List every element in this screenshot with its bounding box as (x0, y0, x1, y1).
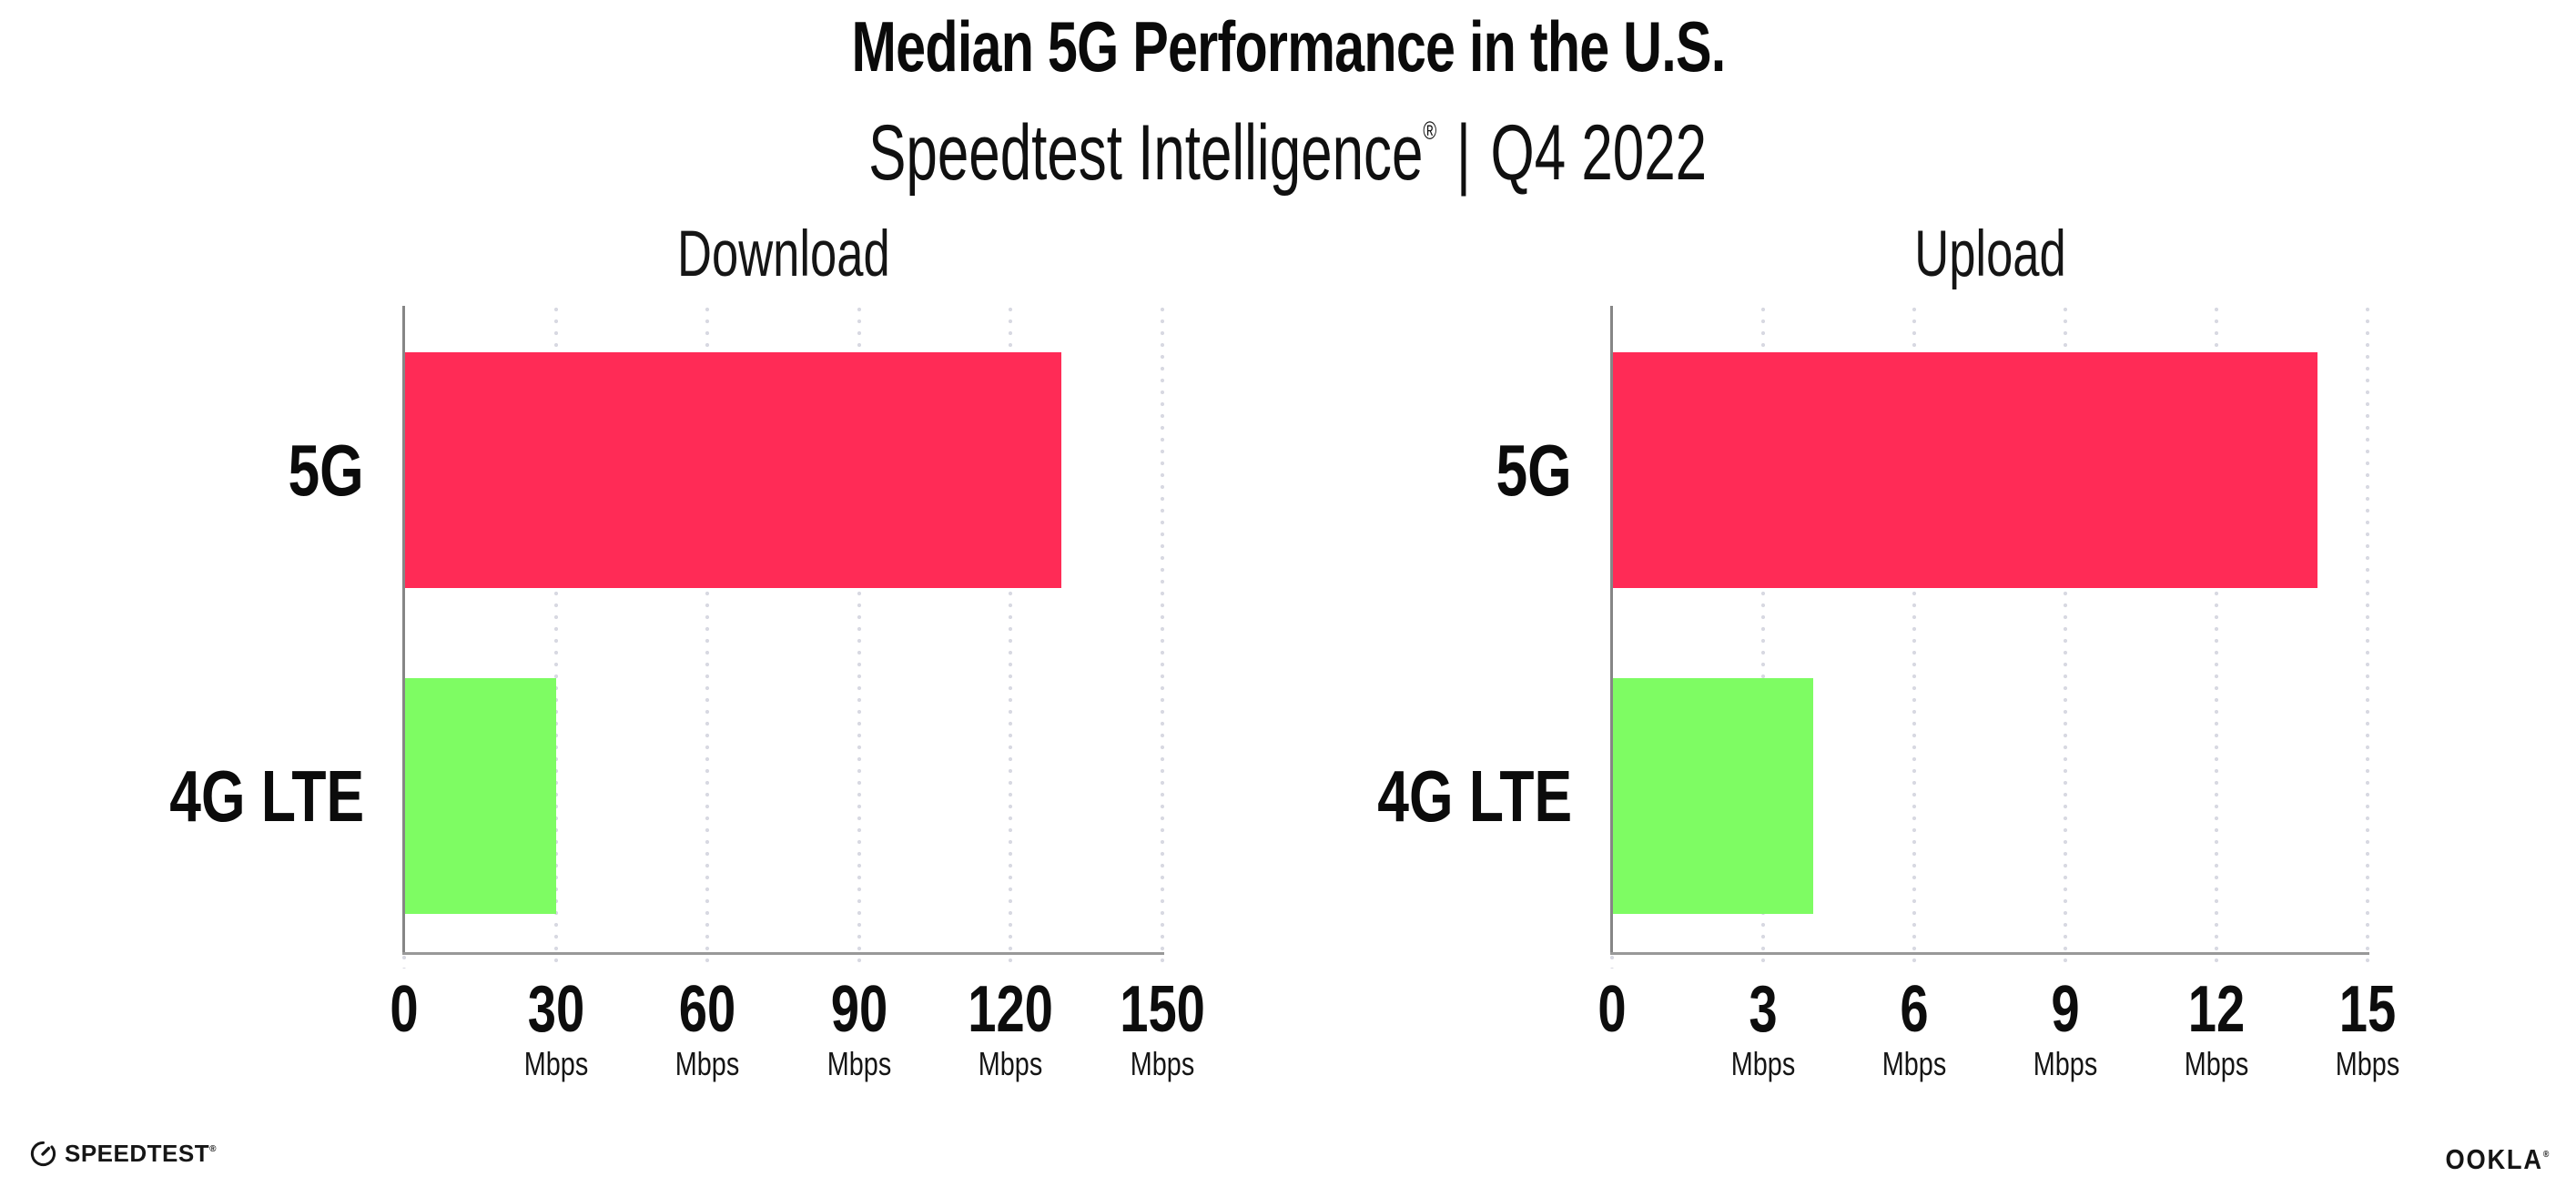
category-label-4g-lte: 4G LTE (1323, 755, 1572, 837)
ookla-registered-icon: ® (2542, 1150, 2549, 1160)
x-tick-value: 9 (2051, 973, 2080, 1046)
x-tick-value: 12 (2187, 973, 2246, 1046)
speedtest-registered-icon: ® (209, 1144, 217, 1154)
category-label-5g: 5G (1475, 429, 1572, 511)
x-tick-unit-text: Mbps (523, 1045, 588, 1082)
gridline-6 (1912, 306, 1916, 969)
download-panel-title-text: Download (676, 218, 890, 290)
x-tick-value: 120 (968, 973, 1054, 1046)
x-tick-label-0: 0 (1512, 975, 1712, 1044)
gridline-90 (857, 306, 861, 969)
gridline-60 (705, 306, 710, 969)
download-panel-title: Download (404, 218, 1162, 291)
x-axis-line (402, 952, 1164, 955)
x-tick-unit-text: Mbps (2184, 1045, 2249, 1082)
x-tick-value: 0 (1597, 973, 1627, 1046)
category-label-5g: 5G (267, 429, 364, 511)
page-title: Median 5G Performance in the U.S. (851, 6, 1726, 86)
gridline-9 (2064, 306, 2067, 969)
x-tick-label-30: 30 (456, 975, 656, 1044)
x-tick-label-0: 0 (304, 975, 504, 1044)
x-tick-unit-text: Mbps (674, 1045, 740, 1082)
x-tick-unit-15: Mbps (2267, 1046, 2468, 1082)
x-tick-unit-3: Mbps (1663, 1046, 1863, 1082)
x-tick-value: 150 (1120, 973, 1205, 1046)
x-tick-unit-text: Mbps (1730, 1045, 1796, 1082)
y-axis-line (402, 306, 405, 954)
x-tick-value: 15 (2338, 973, 2397, 1046)
y-axis-line (1610, 306, 1613, 954)
subtitle-brand: Speedtest Intelligence (868, 109, 1424, 197)
x-tick-label-3: 3 (1663, 975, 1863, 1044)
x-tick-label-6: 6 (1814, 975, 2014, 1044)
x-tick-unit-90: Mbps (759, 1046, 959, 1082)
upload-panel-title-text: Upload (1913, 218, 2066, 290)
axis-tick-0 (402, 954, 406, 969)
subtitle-separator: | (1456, 109, 1472, 197)
speedtest-wordmark: SPEEDTEST® (65, 1140, 216, 1168)
upload-panel-title: Upload (1612, 218, 2368, 291)
gridline-120 (1009, 306, 1013, 969)
ookla-wordmark-text: OOKLA (2445, 1143, 2543, 1175)
x-tick-label-60: 60 (607, 975, 807, 1044)
bar-5g (1612, 352, 2317, 588)
axis-tick-0 (1610, 954, 1614, 969)
x-tick-value: 30 (527, 973, 584, 1046)
x-tick-label-120: 120 (910, 975, 1111, 1044)
speedtest-wordmark-text: SPEEDTEST (65, 1140, 210, 1167)
x-tick-value: 90 (830, 973, 888, 1046)
x-tick-value: 0 (390, 973, 419, 1046)
x-tick-unit-text: Mbps (2335, 1045, 2400, 1082)
x-tick-label-12: 12 (2116, 975, 2317, 1044)
x-tick-unit-text: Mbps (979, 1045, 1043, 1082)
x-tick-unit-150: Mbps (1062, 1046, 1263, 1082)
ookla-logo: OOKLA® (2431, 1143, 2549, 1176)
speedtest-gauge-icon (30, 1141, 56, 1167)
speedtest-logo: SPEEDTEST® (30, 1140, 216, 1168)
registered-mark-icon: ® (1423, 117, 1437, 145)
gridline-150 (1161, 306, 1164, 969)
category-label-4g-lte: 4G LTE (115, 755, 364, 837)
subtitle-period: Q4 2022 (1490, 109, 1708, 197)
x-tick-label-150: 150 (1062, 975, 1263, 1044)
x-tick-label-15: 15 (2267, 975, 2468, 1044)
x-tick-unit-30: Mbps (456, 1046, 656, 1082)
category-label-text: 5G (1496, 429, 1572, 511)
category-label-text: 4G LTE (169, 755, 364, 837)
x-tick-value: 6 (1900, 973, 1929, 1046)
x-tick-unit-9: Mbps (1965, 1046, 2165, 1082)
x-tick-unit-text: Mbps (1130, 1045, 1195, 1082)
x-axis-line (1610, 952, 2369, 955)
gridline-3 (1761, 306, 1765, 969)
x-tick-label-90: 90 (759, 975, 959, 1044)
header: Median 5G Performance in the U.S. (0, 7, 2576, 86)
gridline-30 (553, 306, 558, 969)
subtitle: Speedtest Intelligence® | Q4 2022 (0, 87, 2576, 197)
x-tick-unit-12: Mbps (2116, 1046, 2317, 1082)
bar-5g (404, 352, 1061, 588)
x-tick-value: 3 (1749, 973, 1778, 1046)
x-tick-unit-text: Mbps (827, 1045, 892, 1082)
gridline-12 (2215, 306, 2218, 969)
x-tick-unit-120: Mbps (910, 1046, 1111, 1082)
x-tick-value: 60 (678, 973, 736, 1046)
bar-4g-lte (404, 678, 556, 914)
category-label-text: 5G (288, 429, 364, 511)
x-tick-unit-6: Mbps (1814, 1046, 2014, 1082)
category-label-text: 4G LTE (1377, 755, 1572, 837)
x-tick-unit-60: Mbps (607, 1046, 807, 1082)
x-tick-unit-text: Mbps (2033, 1045, 2098, 1082)
gridline-15 (2366, 306, 2369, 969)
x-tick-label-9: 9 (1965, 975, 2165, 1044)
x-tick-unit-text: Mbps (1881, 1045, 1947, 1082)
bar-4g-lte (1612, 678, 1813, 914)
